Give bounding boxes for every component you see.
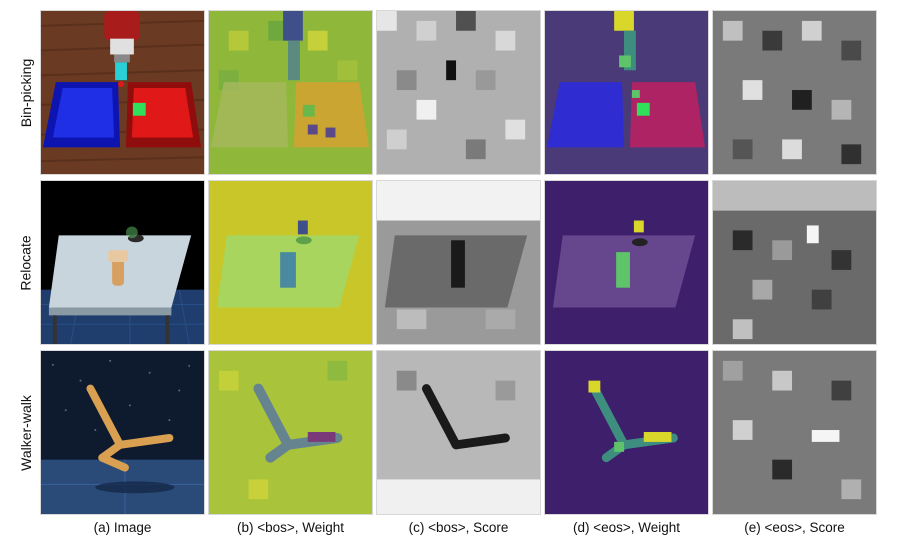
row-label-relocate: Relocate bbox=[18, 234, 35, 291]
caption-eos-weight: (d) <eos>, Weight bbox=[572, 520, 681, 535]
caption-eos-score: (e) <eos>, Score bbox=[744, 520, 845, 535]
walker-walk-eos-score-map bbox=[713, 351, 876, 514]
caption-bos-weight: (b) <bos>, Weight bbox=[236, 520, 345, 535]
walker-walk-eos-score bbox=[712, 350, 877, 515]
caption-bos-score: (c) <bos>, Score bbox=[408, 520, 509, 535]
bin-picking-eos-weight-map bbox=[545, 11, 708, 174]
bin-picking-eos-score bbox=[712, 10, 877, 175]
bin-picking-bos-score-map bbox=[377, 11, 540, 174]
relocate-image bbox=[40, 180, 205, 345]
row-label-walker-walk: Walker-walk bbox=[18, 394, 34, 471]
walker-walk-image bbox=[40, 350, 205, 515]
bin-picking-bos-weight-map bbox=[209, 11, 372, 174]
bin-picking-bos-weight bbox=[208, 10, 373, 175]
walker-walk-scene bbox=[41, 351, 204, 514]
bin-picking-scene bbox=[41, 11, 204, 174]
relocate-eos-weight bbox=[544, 180, 709, 345]
relocate-bos-score-map bbox=[377, 181, 540, 344]
relocate-bos-score bbox=[376, 180, 541, 345]
relocate-eos-weight-map bbox=[545, 181, 708, 344]
bin-picking-image bbox=[40, 10, 205, 175]
caption-image: (a) Image bbox=[93, 520, 152, 535]
walker-walk-bos-weight-map bbox=[209, 351, 372, 514]
walker-walk-eos-weight bbox=[544, 350, 709, 515]
relocate-eos-score bbox=[712, 180, 877, 345]
walker-walk-eos-weight-map bbox=[545, 351, 708, 514]
relocate-bos-weight bbox=[208, 180, 373, 345]
relocate-scene bbox=[41, 181, 204, 344]
walker-walk-bos-score-map bbox=[377, 351, 540, 514]
walker-walk-bos-weight bbox=[208, 350, 373, 515]
relocate-eos-score-map bbox=[713, 181, 876, 344]
bin-picking-eos-score-map bbox=[713, 11, 876, 174]
bin-picking-eos-weight bbox=[544, 10, 709, 175]
row-label-bin-picking: Bin-picking bbox=[18, 58, 35, 127]
walker-walk-bos-score bbox=[376, 350, 541, 515]
bin-picking-bos-score bbox=[376, 10, 541, 175]
relocate-bos-weight-map bbox=[209, 181, 372, 344]
